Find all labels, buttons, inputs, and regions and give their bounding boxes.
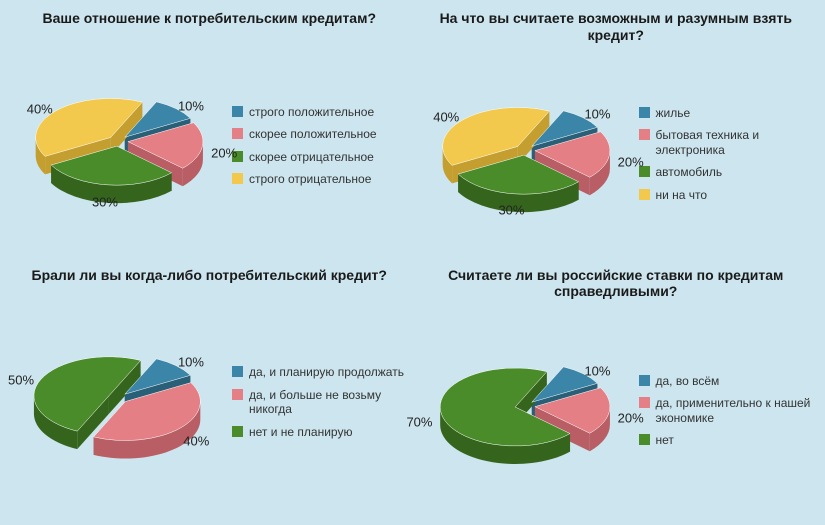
legend-label: скорее положительное xyxy=(249,127,377,141)
legend: да, и планирую продолжать да, и больше не… xyxy=(228,365,411,439)
pie-chart: 10%20%30%40% xyxy=(415,72,635,237)
legend-swatch xyxy=(639,434,650,445)
legend-swatch xyxy=(232,426,243,437)
pie-chart: 10%20%70% xyxy=(415,328,635,493)
panel-4: Считаете ли вы российские ставки по кред… xyxy=(415,265,818,518)
legend-item: да, применительно к нашей экономике xyxy=(639,396,818,425)
legend-label: нет xyxy=(656,433,674,447)
legend-label: да, во всём xyxy=(656,374,720,388)
slice-value-label: 70% xyxy=(406,415,432,430)
legend-label: ни на что xyxy=(656,188,708,202)
slice-value-label: 40% xyxy=(183,433,209,448)
panel-body: 10% 20% 30% 40% жилье бытовая техника и элек… xyxy=(415,48,818,261)
legend-item: ни на что xyxy=(639,188,818,202)
slice-value-label: 40% xyxy=(27,101,53,116)
legend-item: строго отрицательное xyxy=(232,172,411,186)
legend-swatch xyxy=(639,107,650,118)
legend-item: нет xyxy=(639,433,818,447)
legend-label: да, и планирую продолжать xyxy=(249,365,404,379)
legend-item: скорее положительное xyxy=(232,127,411,141)
legend-label: автомобиль xyxy=(656,165,723,179)
legend: жилье бытовая техника и электроника автомо… xyxy=(635,106,818,202)
legend-swatch xyxy=(232,128,243,139)
chart-title: Ваше отношение к потребительским кредита… xyxy=(8,8,411,31)
slice-value-label: 10% xyxy=(584,107,610,122)
legend-swatch xyxy=(639,397,650,408)
legend: строго положительное скорее положительное… xyxy=(228,105,411,187)
panel-body: 10% 20% 30% 40% строго положительное скорее … xyxy=(8,31,411,261)
legend-label: строго отрицательное xyxy=(249,172,371,186)
panel-3: Брали ли вы когда-либо потребительский к… xyxy=(8,265,411,518)
panel-1: Ваше отношение к потребительским кредита… xyxy=(8,8,411,261)
legend-swatch xyxy=(232,389,243,400)
slice-value-label: 20% xyxy=(211,146,237,161)
panel-2: На что вы считаете возможным и разумным … xyxy=(415,8,818,261)
legend-item: строго положительное xyxy=(232,105,411,119)
legend-label: жилье xyxy=(656,106,691,120)
pie-chart: 10% 40% 50% xyxy=(8,320,228,485)
slice-value-label: 20% xyxy=(618,154,644,169)
legend-swatch xyxy=(232,366,243,377)
slice-value-label: 10% xyxy=(178,355,204,370)
legend-label: бытовая техника и электроника xyxy=(656,128,818,157)
legend-item: бытовая техника и электроника xyxy=(639,128,818,157)
legend-item: жилье xyxy=(639,106,818,120)
pie-chart: 10%20%30%40% xyxy=(8,63,228,228)
panel-body: 10%40%50% да, и планирую продолжатьда, и… xyxy=(8,287,411,517)
legend-item: да, и больше не возьму никогда xyxy=(232,388,411,417)
legend-item: скорее отрицательное xyxy=(232,150,411,164)
legend-item: нет и не планирую xyxy=(232,425,411,439)
legend-swatch xyxy=(639,129,650,140)
chart-title: На что вы считаете возможным и разумным … xyxy=(415,8,818,48)
slice-value-label: 20% xyxy=(618,411,644,426)
legend-item: да, во всём xyxy=(639,374,818,388)
legend-swatch xyxy=(639,375,650,386)
legend-label: нет и не планирую xyxy=(249,425,352,439)
slice-value-label: 10% xyxy=(178,98,204,113)
legend-label: скорее отрицательное xyxy=(249,150,374,164)
legend-swatch xyxy=(232,173,243,184)
chart-title: Считаете ли вы российские ставки по кред… xyxy=(415,265,818,305)
panel-body: 10%20%70% да, во всём да, применительно к… xyxy=(415,304,818,517)
legend-item: автомобиль xyxy=(639,165,818,179)
legend-label: строго положительное xyxy=(249,105,374,119)
legend: да, во всём да, применительно к нашей эко… xyxy=(635,374,818,448)
slice-value-label: 10% xyxy=(584,363,610,378)
legend-label: да, применительно к нашей экономике xyxy=(656,396,818,425)
legend-label: да, и больше не возьму никогда xyxy=(249,388,411,417)
slice-value-label: 30% xyxy=(498,203,524,218)
slice-value-label: 40% xyxy=(433,110,459,125)
slice-value-label: 50% xyxy=(8,372,34,387)
slice-value-label: 30% xyxy=(92,194,118,209)
chart-title: Брали ли вы когда-либо потребительский к… xyxy=(8,265,411,288)
legend-item: да, и планирую продолжать xyxy=(232,365,411,379)
legend-swatch xyxy=(232,106,243,117)
legend-swatch xyxy=(639,189,650,200)
